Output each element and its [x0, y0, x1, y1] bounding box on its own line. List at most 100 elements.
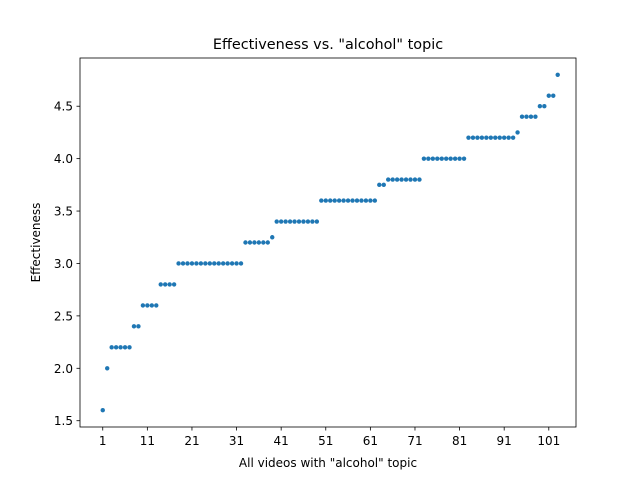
data-point: [247, 240, 253, 245]
data-point: [551, 93, 556, 98]
data-point: [310, 219, 315, 224]
x-tick-label: 101: [537, 434, 560, 448]
data-point: [399, 177, 404, 182]
data-point: [510, 135, 516, 140]
data-point: [457, 156, 462, 161]
data-point: [475, 135, 480, 140]
data-point: [287, 219, 293, 224]
data-point: [149, 303, 155, 308]
data-points: [100, 72, 560, 413]
data-point: [127, 345, 132, 350]
data-point: [394, 177, 400, 182]
data-point: [537, 104, 543, 109]
data-point: [145, 303, 150, 308]
y-tick-label: 2.0: [54, 362, 73, 376]
chart-title: Effectiveness vs. "alcohol" topic: [213, 37, 443, 53]
data-point: [386, 177, 391, 182]
data-point: [238, 261, 244, 266]
data-point: [220, 261, 226, 266]
data-point: [519, 114, 525, 119]
data-point: [207, 261, 212, 266]
data-point: [270, 235, 275, 240]
y-tick-label: 4.0: [54, 152, 73, 166]
data-point: [319, 198, 324, 203]
data-point: [332, 198, 337, 203]
x-tick-label: 11: [140, 434, 155, 448]
data-point: [444, 156, 449, 161]
data-point: [109, 345, 114, 350]
data-point: [225, 261, 230, 266]
y-axis-ticks: 1.5 2.0 2.5 3.0 3.5 4.0 4.5: [54, 100, 80, 428]
data-point: [216, 261, 221, 266]
data-point: [533, 114, 538, 119]
x-tick-label: 21: [184, 434, 199, 448]
x-tick-label: 71: [407, 434, 422, 448]
data-point: [377, 182, 382, 188]
data-point: [118, 345, 123, 350]
data-point: [524, 114, 529, 119]
data-point: [354, 198, 360, 203]
data-point: [131, 324, 137, 329]
data-point: [292, 219, 297, 224]
data-point: [274, 219, 279, 224]
data-point: [350, 198, 355, 203]
data-point: [194, 261, 199, 266]
data-point: [390, 177, 395, 182]
data-point: [479, 135, 485, 140]
data-point: [426, 156, 431, 161]
data-point: [252, 240, 257, 245]
data-point: [203, 261, 208, 266]
data-point: [435, 156, 440, 161]
x-tick-label: 81: [452, 434, 467, 448]
data-point: [105, 366, 110, 371]
data-point: [140, 303, 146, 308]
x-tick-label: 41: [274, 434, 289, 448]
data-point: [466, 135, 471, 140]
data-point: [484, 135, 489, 140]
data-point: [154, 303, 159, 308]
data-point: [176, 261, 181, 266]
data-point: [497, 135, 502, 140]
data-point: [501, 135, 507, 140]
data-point: [229, 261, 235, 266]
data-point: [381, 182, 386, 188]
data-point: [167, 282, 172, 287]
data-point: [234, 261, 239, 266]
data-point: [198, 261, 204, 266]
data-point: [403, 177, 409, 182]
data-point: [546, 93, 551, 98]
data-point: [359, 198, 364, 203]
data-point: [336, 198, 342, 203]
x-tick-label: 51: [318, 434, 333, 448]
data-point: [296, 219, 302, 224]
y-tick-label: 3.0: [54, 257, 73, 271]
data-point: [189, 261, 195, 266]
data-point: [323, 198, 328, 203]
plot-frame: [79, 57, 577, 428]
data-point: [136, 324, 141, 329]
data-point: [122, 345, 128, 350]
data-point: [341, 198, 346, 203]
data-point: [368, 198, 373, 203]
data-point: [506, 135, 511, 140]
y-axis-label: Effectiveness: [29, 203, 43, 283]
x-tick-label: 1: [99, 434, 107, 448]
data-point: [256, 240, 262, 245]
data-point: [408, 177, 413, 182]
data-point: [162, 282, 168, 287]
data-point: [528, 114, 534, 119]
data-point: [412, 177, 418, 182]
data-point: [261, 240, 266, 245]
y-tick-label: 3.5: [54, 205, 73, 219]
x-tick-label: 91: [497, 434, 512, 448]
data-point: [265, 240, 270, 245]
data-point: [452, 156, 458, 161]
data-point: [488, 135, 494, 140]
data-point: [421, 156, 427, 161]
data-point: [363, 198, 369, 203]
data-point: [439, 156, 444, 161]
x-axis-ticks: 1 11 21 31 41 51 61 71 81 91 101: [99, 427, 560, 448]
data-point: [493, 135, 498, 140]
data-point: [171, 282, 177, 287]
y-tick-label: 2.5: [54, 309, 73, 323]
